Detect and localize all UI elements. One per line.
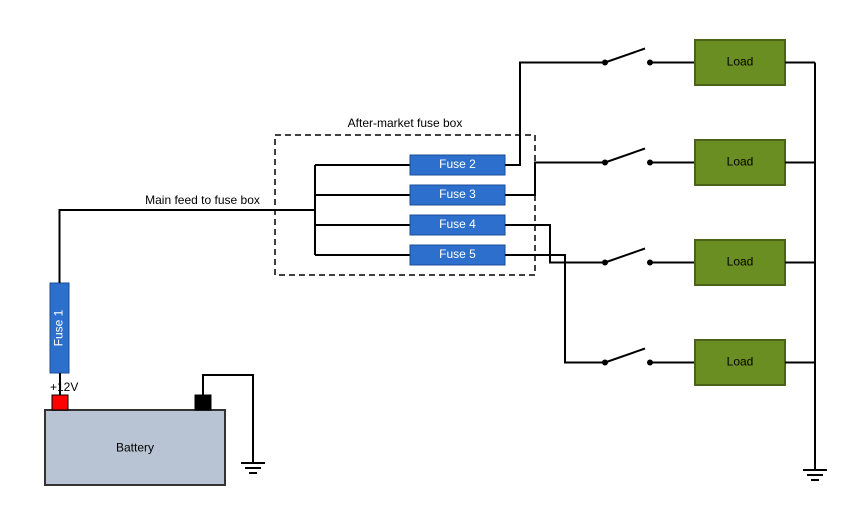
switch-1-lever <box>605 49 645 63</box>
main-feed-label: Main feed to fuse box <box>145 193 260 207</box>
wire-fuse3-to-switch <box>505 163 605 196</box>
wire-fuse5-to-switch <box>505 255 605 363</box>
fuse-1-label: Fuse 1 <box>52 309 66 346</box>
load-2-label: Load <box>727 155 754 169</box>
fuse-3-label: Fuse 3 <box>439 187 476 201</box>
wire-fuse2-to-switch <box>505 63 605 166</box>
battery-negative-terminal <box>195 395 211 410</box>
wire-fuse4-to-switch <box>505 225 605 263</box>
switch-4-lever <box>605 349 645 363</box>
switch-3-lever <box>605 249 645 263</box>
battery-positive-terminal <box>52 395 68 410</box>
switch-2-lever <box>605 149 645 163</box>
load-4-label: Load <box>727 355 754 369</box>
voltage-label: +12V <box>50 380 78 394</box>
circuit-diagram: Battery +12V Fuse 1 After-market fuse box Ma… <box>0 0 850 531</box>
fuse-5-label: Fuse 5 <box>439 247 476 261</box>
fuse-box-title: After-market fuse box <box>348 116 463 130</box>
fuse-2-label: Fuse 2 <box>439 157 476 171</box>
wire-main-feed <box>60 210 316 283</box>
load-3-label: Load <box>727 255 754 269</box>
load-1-label: Load <box>727 55 754 69</box>
battery-label: Battery <box>116 441 154 455</box>
fuse-4-label: Fuse 4 <box>439 217 476 231</box>
